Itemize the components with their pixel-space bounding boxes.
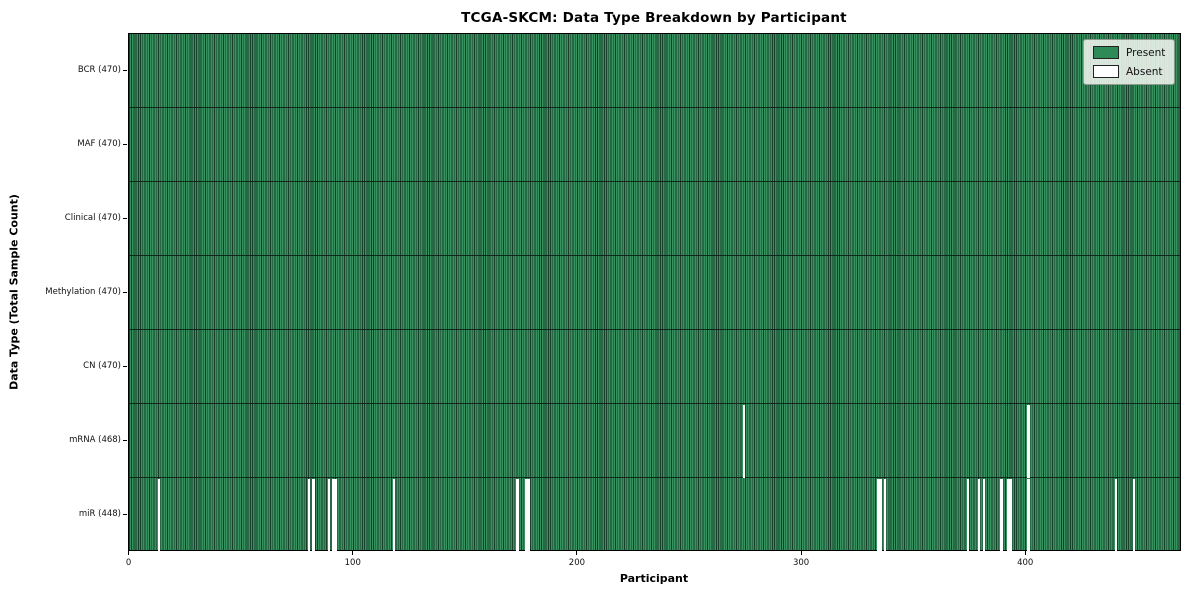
chart-title: TCGA-SKCM: Data Type Breakdown by Partic… [461, 10, 847, 26]
y-tick-label: BCR (470) [77, 65, 121, 75]
absent-mark [1114, 479, 1117, 552]
y-tick-label: MAF (470) [77, 139, 121, 149]
absent-mark [877, 479, 880, 552]
y-tick-mark [123, 143, 127, 145]
x-tick-mark [576, 551, 578, 555]
legend: Present Absent [1083, 39, 1175, 85]
y-tick-label: mRNA (468) [69, 435, 121, 445]
absent-mark [1009, 479, 1012, 552]
y-tick-mark [123, 439, 127, 441]
present-swatch [1093, 46, 1119, 59]
absent-mark [982, 479, 985, 552]
x-tick-mark [352, 551, 354, 555]
x-tick-mark [128, 551, 130, 555]
x-tick-label: 400 [1017, 558, 1034, 568]
absent-mark [332, 479, 335, 552]
absent-mark [978, 479, 981, 552]
absent-mark [1027, 405, 1030, 478]
y-tick-mark [123, 69, 127, 71]
legend-entry: Present [1093, 46, 1165, 59]
x-tick-mark [1024, 551, 1026, 555]
absent-mark [525, 479, 528, 552]
absent-mark [879, 479, 882, 552]
x-tick-label: 0 [125, 558, 132, 568]
y-tick-label: CN (470) [83, 361, 121, 371]
plot-area: Present Absent [127, 33, 1181, 552]
absent-mark [327, 479, 331, 552]
y-tick-mark [123, 513, 127, 515]
x-tick-mark [800, 551, 802, 555]
absent-mark [1027, 479, 1030, 552]
y-tick-mark [123, 217, 127, 219]
absent-mark [157, 479, 160, 552]
x-tick-label: 100 [344, 558, 361, 568]
absent-mark [742, 405, 745, 478]
absent-mark [883, 479, 887, 552]
legend-label: Absent [1126, 65, 1163, 78]
absent-swatch [1093, 65, 1119, 78]
absent-mark [334, 479, 337, 552]
y-tick-label: Clinical (470) [64, 213, 121, 223]
legend-label: Present [1126, 46, 1166, 59]
y-tick-mark [123, 365, 127, 367]
x-tick-label: 300 [792, 558, 810, 568]
absent-mark [1132, 479, 1135, 552]
absent-mark [1000, 479, 1003, 552]
y-tick-label: Methylation (470) [45, 287, 121, 297]
absent-mark [312, 479, 315, 552]
absent-mark [392, 479, 396, 552]
legend-entry: Absent [1093, 65, 1165, 78]
x-tick-label: 200 [568, 558, 586, 568]
y-tick-label: miR (448) [78, 509, 121, 519]
x-axis-label: Participant [619, 572, 689, 585]
absent-mark [516, 479, 519, 552]
absent-mark [1007, 479, 1010, 552]
y-tick-mark [123, 291, 127, 293]
absent-mark [307, 479, 311, 552]
absent-mark [527, 479, 530, 552]
absent-mark [966, 479, 970, 552]
